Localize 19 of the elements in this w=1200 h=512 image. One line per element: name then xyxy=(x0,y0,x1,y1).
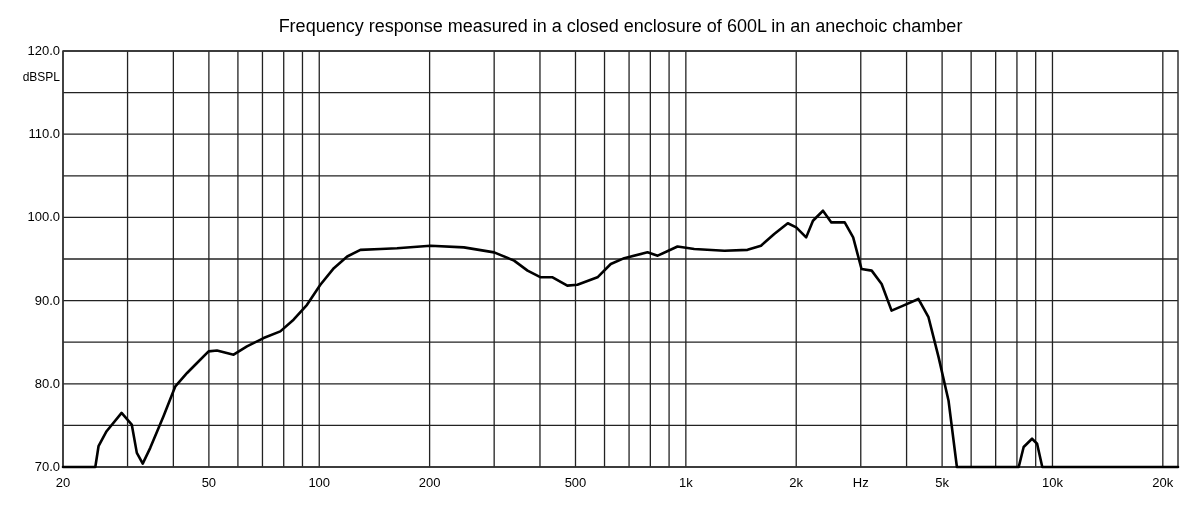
x-tick-label: Hz xyxy=(852,475,869,490)
y-tick-label: 110.0 xyxy=(28,126,60,142)
y-tick-label: 70.0 xyxy=(34,459,60,474)
y-tick-label: 120.0 xyxy=(27,43,60,58)
y-tick-label: 90.0 xyxy=(34,292,60,308)
x-tick-label: 5k xyxy=(935,475,950,490)
x-tick-label: 20 xyxy=(55,475,71,490)
y-tick-label: 100.0 xyxy=(27,209,60,225)
x-tick-label: 1k xyxy=(678,475,694,490)
y-axis-title: dBSPL xyxy=(22,70,61,84)
y-tick-label: 80.0 xyxy=(34,375,60,391)
x-tick-label: 10k xyxy=(1041,475,1064,490)
x-tick-label: 100 xyxy=(308,475,331,490)
x-tick-label: 500 xyxy=(564,475,587,490)
x-tick-label: 200 xyxy=(418,475,441,490)
x-tick-label: 50 xyxy=(201,475,217,490)
x-tick-label: 20k xyxy=(1152,475,1174,490)
chart-title: Frequency response measured in a closed enclosure of 600L in an anechoic chamber xyxy=(278,16,963,36)
x-tick-label: 2k xyxy=(789,475,804,490)
